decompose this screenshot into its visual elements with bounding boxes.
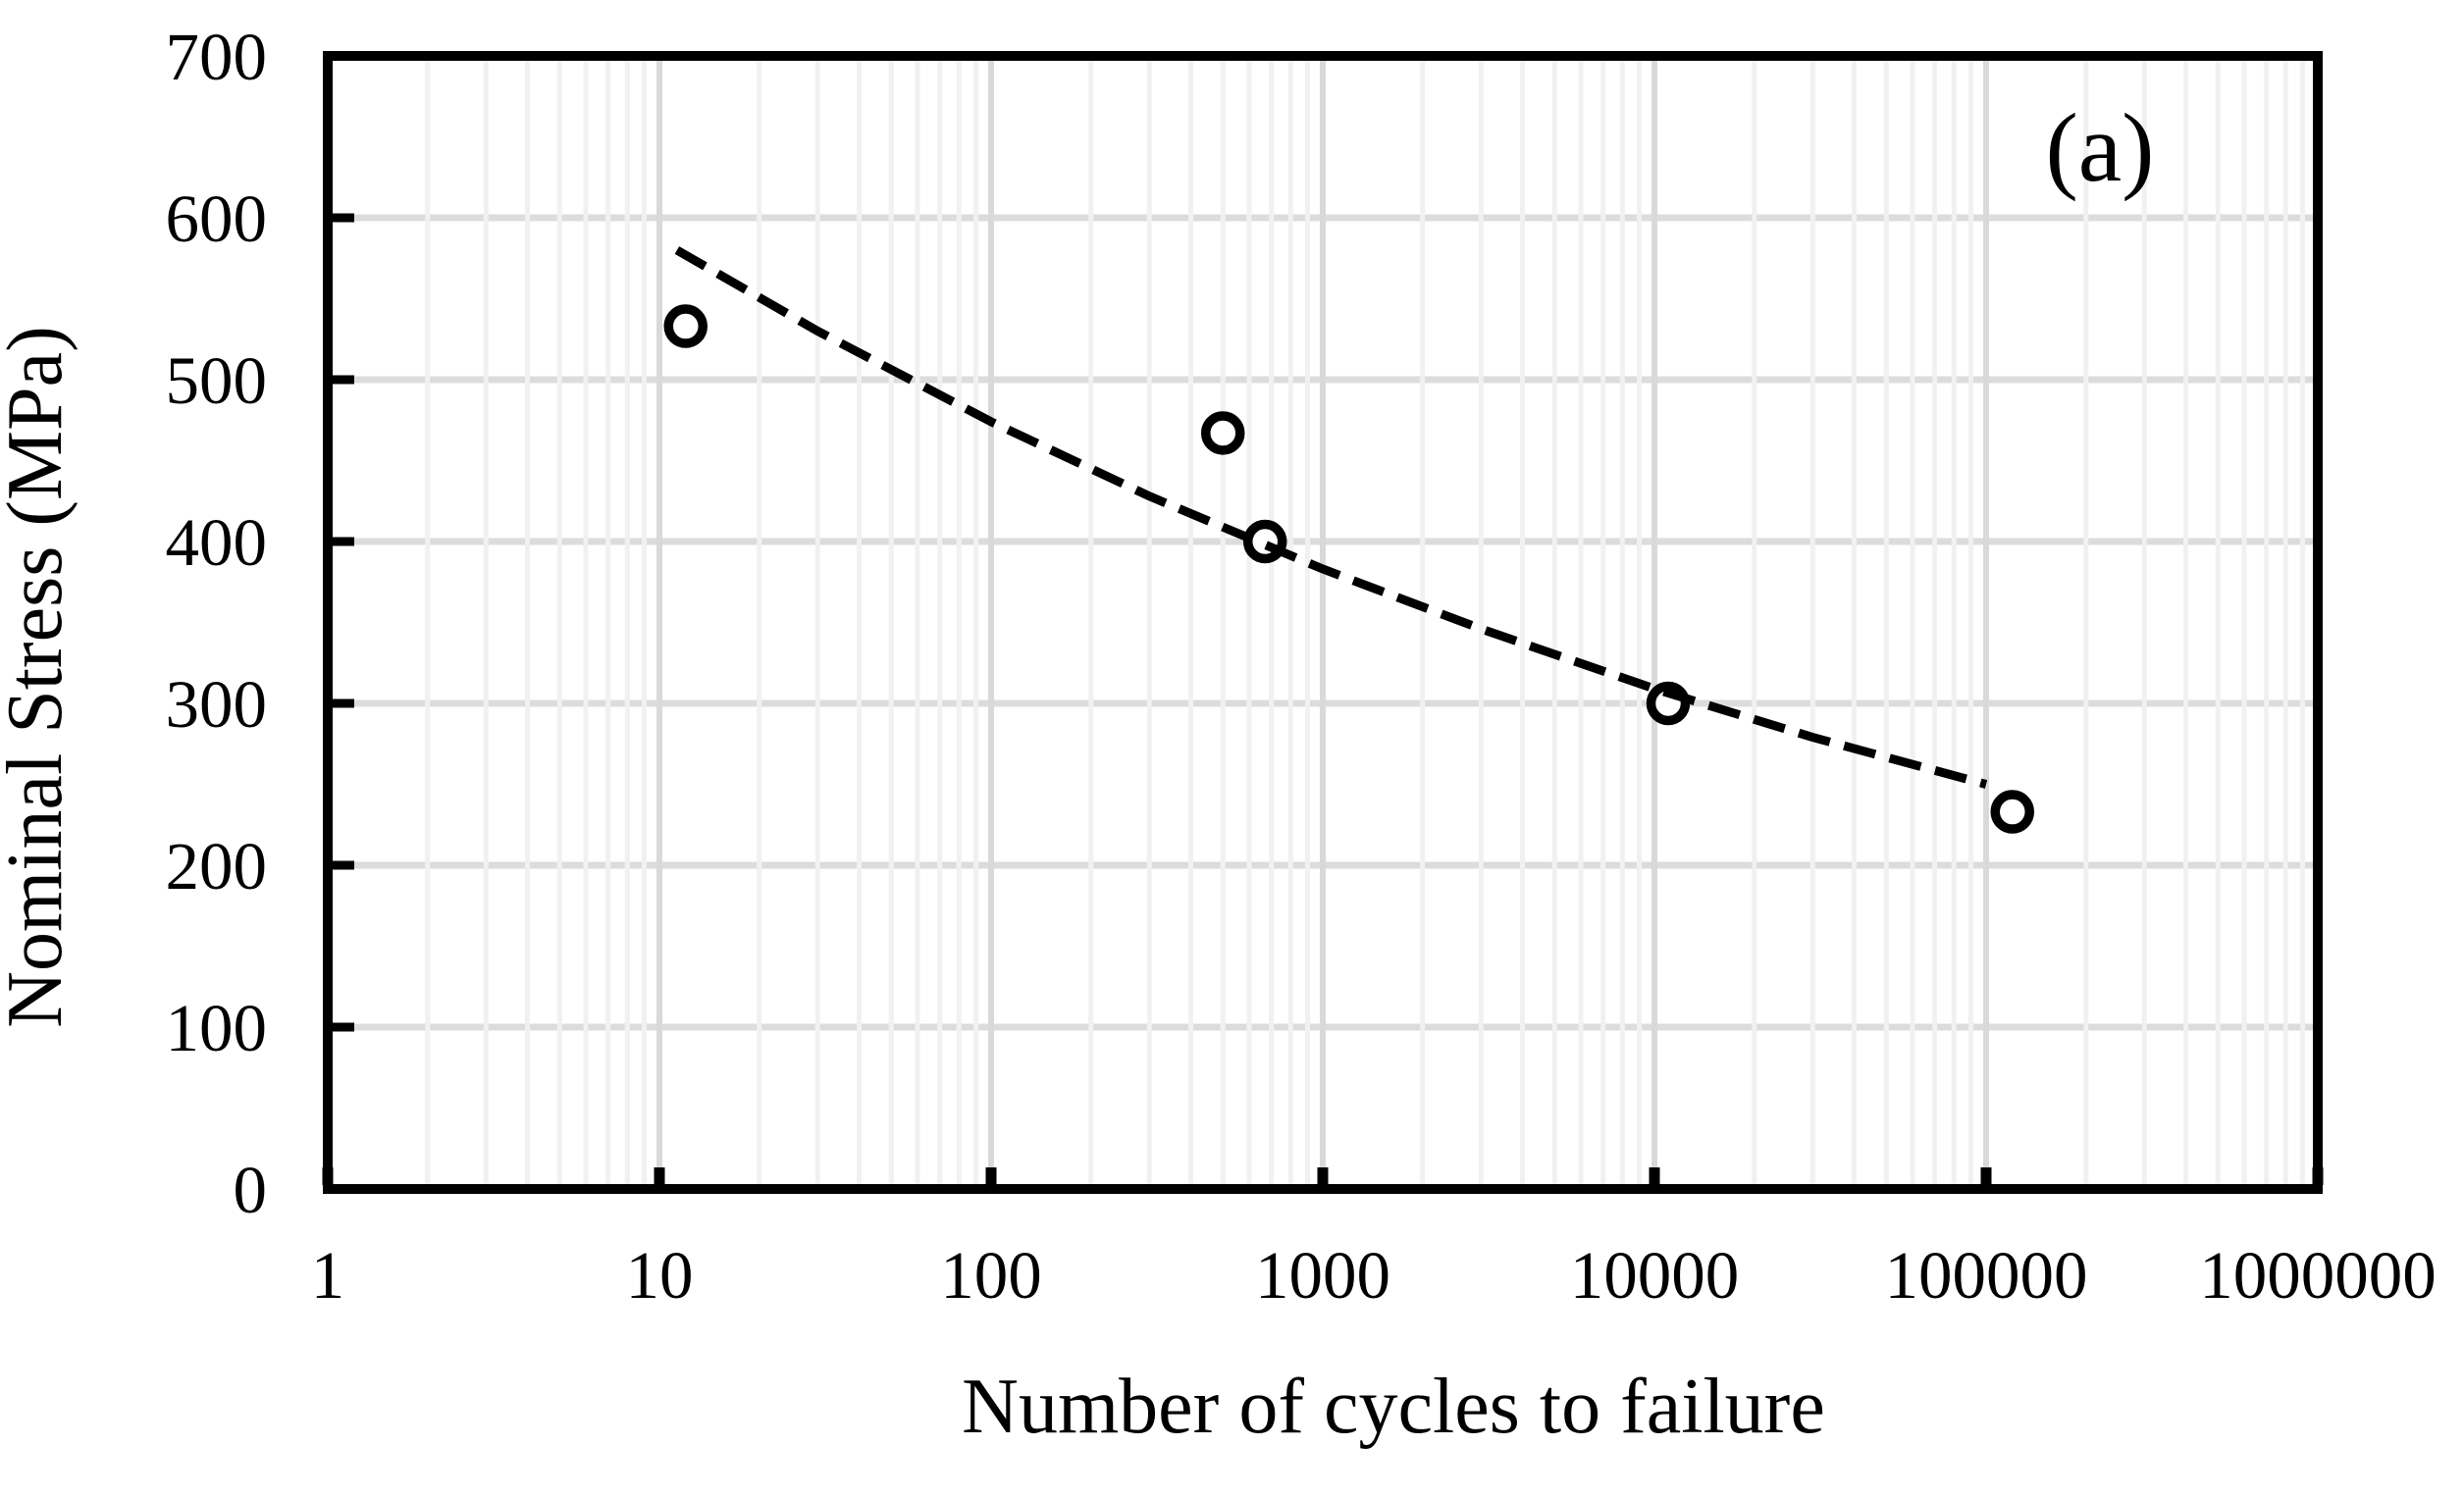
major-vertical-gridlines	[656, 56, 1989, 1189]
data-point-marker	[663, 304, 708, 348]
axis-tick-marks	[322, 51, 2324, 1194]
x-tick-label: 100	[940, 1238, 1042, 1313]
y-tick-label: 700	[166, 20, 268, 94]
data-point-marker	[1201, 411, 1245, 455]
y-axis-title: Nominal Stress (MPa)	[0, 326, 79, 1028]
y-tick-label: 400	[166, 505, 268, 580]
y-tick-label: 200	[166, 829, 268, 904]
y-tick-labels: 0 100 200 300 400 500 600 700	[166, 20, 268, 1227]
plot-border	[323, 51, 2323, 1194]
panel-label: (a)	[2046, 93, 2155, 202]
data-points	[663, 304, 2035, 834]
y-tick-label: 0	[234, 1153, 268, 1227]
y-tick-label: 600	[166, 181, 268, 256]
x-tick-label: 1000000	[2199, 1238, 2437, 1313]
minor-vertical-gridlines	[425, 56, 2306, 1189]
x-tick-labels: 1 10 100 1000 10000 100000 1000000	[311, 1238, 2437, 1313]
x-tick-label: 1	[311, 1238, 345, 1313]
x-tick-label: 100000	[1885, 1238, 2088, 1313]
y-tick-label: 300	[166, 667, 268, 742]
x-tick-label: 1000	[1255, 1238, 1390, 1313]
y-tick-label: 100	[166, 991, 268, 1065]
x-axis-title: Number of cycles to failure	[962, 1364, 1825, 1450]
trend-line-dashed	[674, 246, 1988, 789]
data-point-marker	[1990, 790, 2035, 834]
x-tick-label: 10000	[1570, 1238, 1740, 1313]
y-tick-label: 500	[166, 343, 268, 418]
x-tick-label: 10	[626, 1238, 694, 1313]
